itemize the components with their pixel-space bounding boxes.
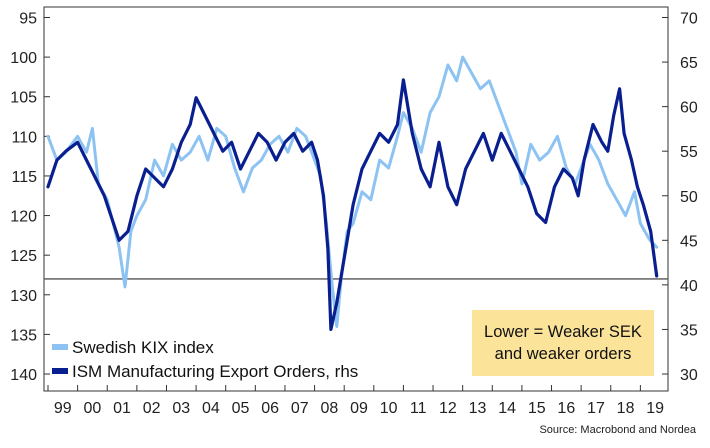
left-tick-label: 135 [10, 327, 37, 344]
left-tick-label: 125 [10, 248, 37, 265]
legend-label-kix: Swedish KIX index [72, 338, 214, 357]
x-tick-label: 04 [202, 400, 220, 417]
x-tick-label: 13 [469, 400, 487, 417]
left-axis: 95 100 105 110 115 120 125 130 135 140 [10, 11, 50, 384]
right-tick-label: 35 [680, 322, 698, 339]
right-tick-label: 55 [680, 144, 698, 161]
x-tick-label: 15 [528, 400, 546, 417]
right-tick-label: 45 [680, 233, 698, 250]
x-tick-label: 19 [646, 400, 664, 417]
x-tick-label: 99 [54, 400, 72, 417]
x-tick-label: 12 [439, 400, 457, 417]
x-tick-label: 08 [320, 400, 338, 417]
x-tick-label: 02 [143, 400, 161, 417]
left-tick-label: 120 [10, 209, 37, 226]
x-tick-label: 03 [172, 400, 190, 417]
legend: Swedish KIX index ISM Manufacturing Expo… [52, 338, 358, 381]
right-tick-label: 50 [680, 189, 698, 206]
right-axis: 70 65 60 55 50 45 40 35 30 [662, 11, 698, 384]
right-tick-label: 60 [680, 100, 698, 117]
x-tick-label: 01 [113, 400, 131, 417]
left-tick-label: 100 [10, 50, 37, 67]
x-axis: 99 00 01 02 03 04 05 06 07 08 09 10 11 12 13 14 15 16 17 18… [47, 385, 664, 417]
annotation-box: Lower = Weaker SEK and weaker orders [472, 310, 654, 376]
x-tick-label: 00 [84, 400, 102, 417]
x-tick-label: 06 [261, 400, 279, 417]
legend-label-ism: ISM Manufacturing Export Orders, rhs [72, 362, 358, 381]
left-tick-label: 105 [10, 90, 37, 107]
right-tick-label: 40 [680, 278, 698, 295]
left-tick-label: 130 [10, 288, 37, 305]
x-tick-label: 09 [350, 400, 368, 417]
x-tick-label: 10 [380, 400, 398, 417]
series-layer [46, 55, 659, 331]
x-tick-label: 18 [617, 400, 635, 417]
series-line-ism [46, 78, 659, 331]
annotation-line-2: and weaker orders [494, 345, 632, 363]
x-tick-label: 11 [410, 400, 427, 417]
x-tick-label: 16 [557, 400, 575, 417]
x-tick-label: 17 [587, 400, 605, 417]
right-tick-label: 70 [680, 11, 698, 28]
right-tick-label: 65 [680, 55, 698, 72]
x-tick-label: 14 [498, 400, 516, 417]
left-tick-label: 115 [11, 169, 37, 186]
plot-frame [43, 6, 669, 392]
x-tick-label: 05 [232, 400, 250, 417]
right-tick-label: 30 [680, 367, 698, 384]
source-note: Source: Macrobond and Nordea [539, 424, 696, 436]
x-tick-label: 07 [291, 400, 309, 417]
left-tick-label: 110 [11, 129, 37, 146]
left-tick-label: 95 [19, 11, 37, 28]
left-tick-label: 140 [10, 367, 37, 384]
annotation-line-1: Lower = Weaker SEK [484, 323, 642, 341]
